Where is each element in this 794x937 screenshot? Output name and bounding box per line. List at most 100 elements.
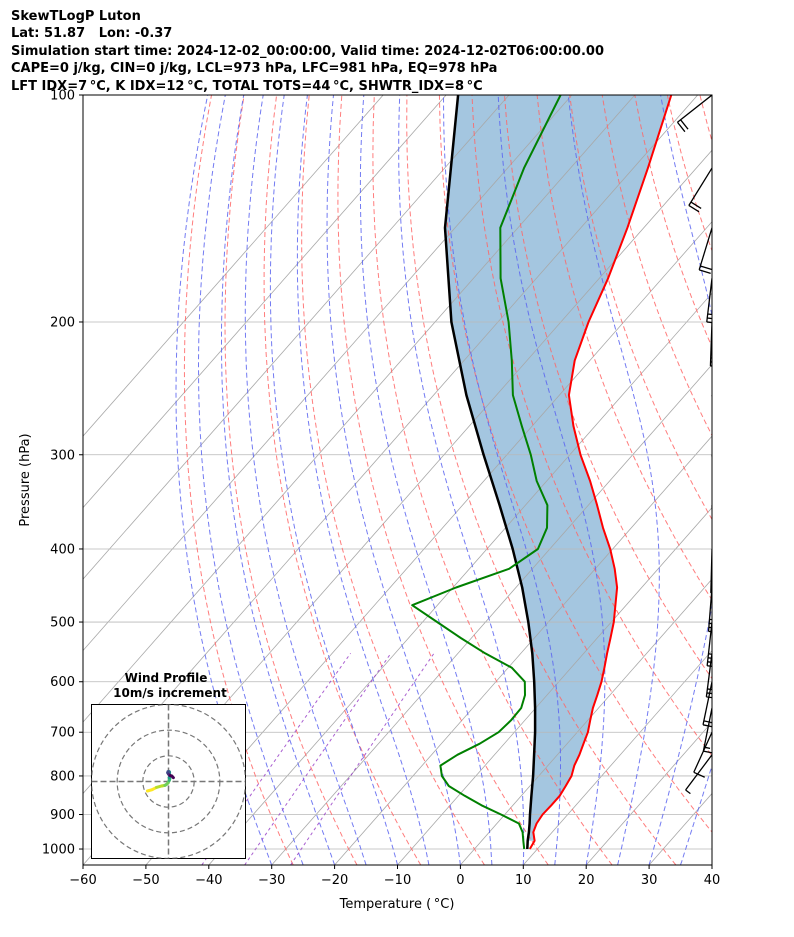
barb-flag [693,771,705,778]
x-axis-label: Temperature ( °C) [339,897,455,912]
barb-flag [709,622,712,625]
dry-adiabat [224,95,358,865]
wind-barb [711,823,745,850]
mixing-ratio-line [244,653,392,865]
wind-barb [711,753,739,796]
barb-staff [711,840,712,841]
barb-staff [705,653,712,697]
barb-flag [708,626,712,629]
barb-flag [706,321,712,324]
isotherm-line [397,507,712,865]
isotherm-line [83,95,573,652]
wind-barb [711,505,712,530]
wind-barb [711,789,749,824]
moist-adiabat [244,95,367,865]
sounding-traces [411,95,673,850]
hodograph-title: Wind Profile [125,671,208,685]
wind-barb [706,278,712,324]
wind-barb [688,167,712,213]
barb-flag [700,265,712,271]
barb-flag [707,688,712,691]
wind-barb [693,731,712,778]
wind-barb [711,360,712,381]
barb-flag [702,724,712,728]
barb-flag [708,630,712,633]
barb-flag [716,434,728,435]
location-coordinates: Lat: 51.87 Lon: -0.37 [11,26,173,42]
barb-flag [742,789,749,799]
barb-staff [711,794,712,796]
barb-staff [711,773,712,776]
wind-barb [707,587,712,633]
dry-adiabat [765,95,794,865]
dry-adiabat [601,95,712,437]
barb-flag [706,696,712,699]
moist-adiabat [175,95,273,865]
station-title: SkewTLogP Luton [11,9,141,24]
y-axis-label: Pressure (hPa) [18,433,33,526]
barb-staff [698,227,712,271]
wind-barb [711,773,712,776]
wind-barb [676,95,712,133]
barb-staff [711,822,712,824]
isotherm-line [585,721,712,865]
simulation-time: Simulation start time: 2024-12-02_00:00:… [11,43,604,59]
x-tick-label: −10 [384,873,411,888]
y-tick-label: 700 [50,726,75,741]
isotherm-line [83,95,447,509]
x-tick-label: 20 [578,873,595,888]
barb-flag [707,657,712,659]
hodograph-trace-segment [170,774,175,780]
barb-flag [738,791,745,801]
x-tick-label: −40 [195,873,222,888]
barb-flag [708,653,712,655]
barb-flag [740,823,745,834]
x-tick-label: −50 [132,873,159,888]
wind-barb [711,395,728,435]
hodograph-plot [91,704,246,859]
wind-barb [698,227,712,274]
barb-staff [711,395,712,403]
moist-adiabat [680,764,712,865]
hodograph-inset: Wind Profile 10m/s increment [91,671,246,859]
y-axis-ticks: 1000 900 800 700 600 500 400 300 200 100 [42,89,83,858]
y-tick-label: 100 [50,89,75,104]
dry-adiabat [406,95,677,865]
isotherm-line [145,221,712,865]
wind-barb [702,707,712,754]
dry-adiabat [438,95,712,833]
y-tick-label: 800 [50,769,75,784]
wind-barb [711,802,751,833]
dewpoint-line [411,95,562,850]
barb-flag [688,204,700,213]
barb-flag [707,665,712,667]
barb-flag [743,804,748,815]
barb-flag [739,814,744,825]
stability-indices: LFT IDX=7 °C, K IDX=12 °C, TOTAL TOTS=44… [11,78,483,94]
temperature-line [528,95,673,850]
barb-flag [742,812,747,823]
barb-flag [735,793,742,803]
wind-barb [706,621,712,667]
x-tick-label: −20 [321,873,348,888]
y-tick-label: 300 [50,448,75,463]
wind-barb [711,812,747,841]
isotherm-line [83,95,636,723]
barb-flag [685,789,691,795]
dry-adiabat [471,95,712,757]
y-tick-label: 400 [50,542,75,557]
wind-barb [711,813,712,815]
barb-flag [729,753,739,760]
barb-staff [711,813,712,815]
barb-flag [676,121,686,133]
moist-adiabat [648,95,712,865]
isotherm-line [271,364,712,865]
x-tick-label: 0 [456,873,464,888]
wind-barb [711,454,726,499]
isotherm-line [711,864,712,865]
barb-staff [706,278,712,323]
moist-adiabat [567,95,660,865]
barb-flag [714,498,726,499]
barb-flag [714,490,726,491]
barb-flag [746,802,751,813]
